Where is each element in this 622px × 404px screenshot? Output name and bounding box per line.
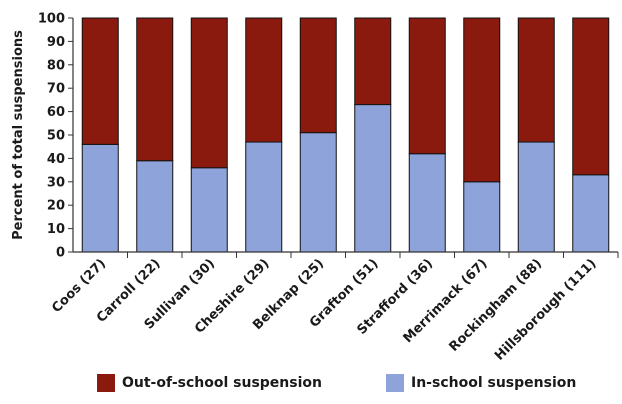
bar-out-of-school <box>354 17 392 106</box>
y-tick-label: 90 <box>47 35 65 50</box>
x-tick-label: Hillsborough (111) <box>492 256 599 363</box>
y-tick-label: 20 <box>47 199 65 214</box>
bar-in-school <box>354 104 392 253</box>
bar-in-school <box>463 181 501 253</box>
bar-in-school <box>81 143 119 253</box>
y-tick-label: 60 <box>47 105 65 120</box>
legend-item-out-of-school: Out-of-school suspension <box>97 371 322 395</box>
bar-out-of-school <box>299 17 337 134</box>
legend-item-in-school: In-school suspension <box>386 371 576 395</box>
y-tick-label: 80 <box>47 58 65 73</box>
bar-in-school <box>572 174 610 253</box>
legend-swatch-in-school <box>386 374 404 392</box>
bar-out-of-school <box>517 17 555 143</box>
legend: Out-of-school suspension In-school suspe… <box>0 371 622 395</box>
y-tick-label: 50 <box>47 129 65 144</box>
bar-in-school <box>517 141 555 253</box>
bar-out-of-school <box>81 17 119 145</box>
y-tick-label: 30 <box>47 175 65 190</box>
bar-in-school <box>245 141 283 253</box>
x-tick-label: Rockingham (88) <box>447 256 546 355</box>
x-tick-label: Coos (27) <box>49 256 109 316</box>
legend-swatch-out-of-school <box>97 374 115 392</box>
bar-out-of-school <box>572 17 610 176</box>
y-axis-label: Percent of total suspensions <box>11 30 26 240</box>
y-tick-label: 70 <box>47 82 65 97</box>
bar-out-of-school <box>190 17 228 169</box>
bar-in-school <box>408 153 446 253</box>
y-tick-label: 100 <box>38 12 65 27</box>
bars-group <box>81 17 610 253</box>
bar-in-school <box>299 132 337 253</box>
bar-out-of-school <box>245 17 283 143</box>
legend-label-out-of-school: Out-of-school suspension <box>122 375 322 391</box>
y-tick-label: 0 <box>56 246 65 261</box>
bar-out-of-school <box>136 17 174 162</box>
y-tick-label: 10 <box>47 222 65 237</box>
bar-in-school <box>190 167 228 253</box>
bar-out-of-school <box>408 17 446 155</box>
bar-out-of-school <box>463 17 501 183</box>
y-tick-label: 40 <box>47 152 65 167</box>
bar-in-school <box>136 160 174 253</box>
legend-label-in-school: In-school suspension <box>411 375 577 391</box>
